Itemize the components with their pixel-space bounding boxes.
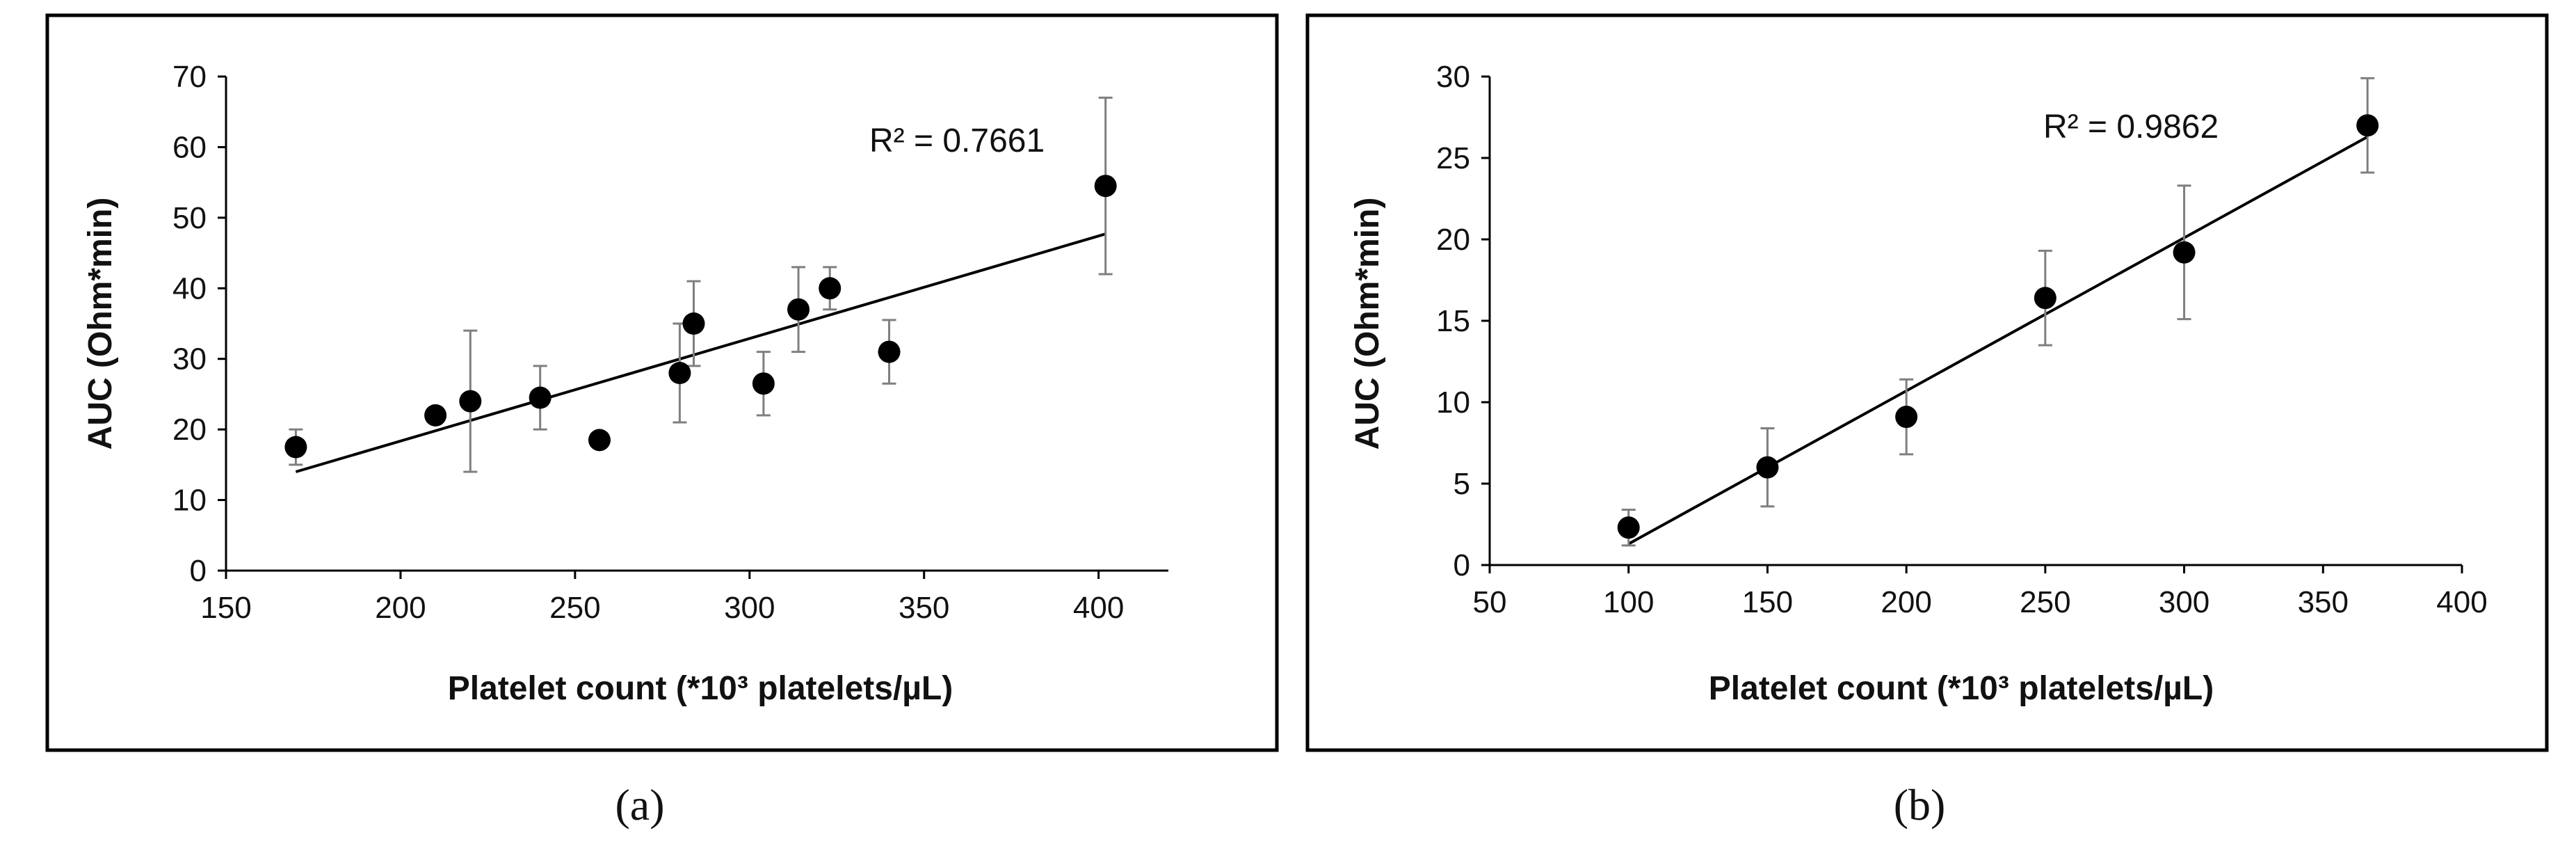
chart-b-y-axis-title: AUC (Ohm*min) <box>1349 198 1386 450</box>
chart-a-y-tick-label: 30 <box>172 342 207 376</box>
chart-a-y-tick-label: 20 <box>172 413 207 447</box>
chart-a-y-tick-label: 60 <box>172 130 207 164</box>
chart-a-y-tick-label: 70 <box>172 60 207 94</box>
chart-b-x-tick-label: 150 <box>1742 585 1793 619</box>
chart-a-x-tick-label: 150 <box>200 591 251 625</box>
chart-a-y-axis-title: AUC (Ohm*min) <box>82 198 119 450</box>
chart-b-data-point <box>2034 287 2056 310</box>
panel-a-frame <box>45 13 1279 752</box>
chart-a-trendline <box>295 232 1106 473</box>
chart-a-data-point <box>668 362 691 384</box>
chart-b-data-point <box>2173 241 2196 264</box>
chart-b-x-tick-label: 100 <box>1603 585 1654 619</box>
chart-b-x-tick-label: 50 <box>1473 585 1507 619</box>
chart-a-data-point <box>284 436 307 459</box>
chart-b-x-tick-label: 300 <box>2159 585 2209 619</box>
chart-b-x-tick-label: 250 <box>2020 585 2070 619</box>
chart-b-plot: 0 5 10 15 20 25 30 50 100 150 200 250 300 350 400 <box>1436 60 2488 619</box>
chart-a-x-tick-label: 350 <box>899 591 949 625</box>
chart-a-y-tick-label: 10 <box>172 484 207 518</box>
chart-b-y-tick-label: 10 <box>1436 386 1470 420</box>
chart-a-x-tick-label: 400 <box>1073 591 1124 625</box>
chart-b-data-point <box>1617 516 1640 539</box>
chart-b-y-tick-label: 0 <box>1454 548 1470 582</box>
chart-a-x-axis-title: Platelet count (*10³ platelets/µL) <box>448 670 953 707</box>
chart-a-data-point <box>424 404 447 427</box>
chart-b-data-point <box>2356 114 2379 137</box>
chart-a-data-point <box>1094 175 1117 198</box>
chart-b-x-tick-label: 400 <box>2436 585 2487 619</box>
panel-b-frame <box>1305 13 2549 752</box>
chart-a-y-tick-label: 40 <box>172 271 207 305</box>
chart-b-y-tick-label: 25 <box>1436 141 1470 175</box>
chart-b-data-point <box>1756 456 1779 479</box>
chart-a-plot: 0 10 20 30 40 50 60 70 150 200 250 300 350 400 <box>172 60 1168 625</box>
chart-b-y-tick-label: 20 <box>1436 223 1470 257</box>
chart-a-data-point <box>682 312 705 335</box>
chart-a-y-tick-label: 0 <box>190 554 207 588</box>
chart-a-data-point <box>787 298 810 321</box>
chart-a-data-point <box>752 372 775 395</box>
chart-b-y-tick-label: 30 <box>1436 60 1470 94</box>
chart-a-x-tick-label: 200 <box>375 591 426 625</box>
panel-a: 0 10 20 30 40 50 60 70 150 200 250 300 350 400 R² = 0… <box>45 13 1279 829</box>
chart-b-x-axis-title: Platelet count (*10³ platelets/µL) <box>1709 670 2214 707</box>
chart-b-trendline <box>1627 135 2369 546</box>
chart-b-data-point <box>1895 406 1918 429</box>
panel-b: 0 5 10 15 20 25 30 50 100 150 200 250 300 350 400 R² =… <box>1305 13 2549 829</box>
chart-b-y-tick-label: 15 <box>1436 304 1470 338</box>
chart-a-data-point <box>819 277 842 300</box>
chart-a-data-point <box>459 390 482 413</box>
chart-a-data-point <box>878 340 901 363</box>
chart-a-y-tick-label: 50 <box>172 201 207 235</box>
chart-b-r2-annotation: R² = 0.9862 <box>2043 109 2219 145</box>
chart-b-y-tick-label: 5 <box>1454 467 1470 501</box>
chart-a-x-tick-label: 250 <box>549 591 600 625</box>
panel-b-label: (b) <box>1894 780 1946 829</box>
chart-b-x-tick-label: 350 <box>2298 585 2349 619</box>
chart-a-data-point <box>588 429 611 452</box>
chart-a-data-point <box>529 386 552 409</box>
chart-a-x-tick-label: 300 <box>724 591 775 625</box>
chart-a-r2-annotation: R² = 0.7661 <box>869 122 1045 159</box>
chart-b-x-tick-label: 200 <box>1881 585 1931 619</box>
panel-a-label: (a) <box>615 780 664 829</box>
